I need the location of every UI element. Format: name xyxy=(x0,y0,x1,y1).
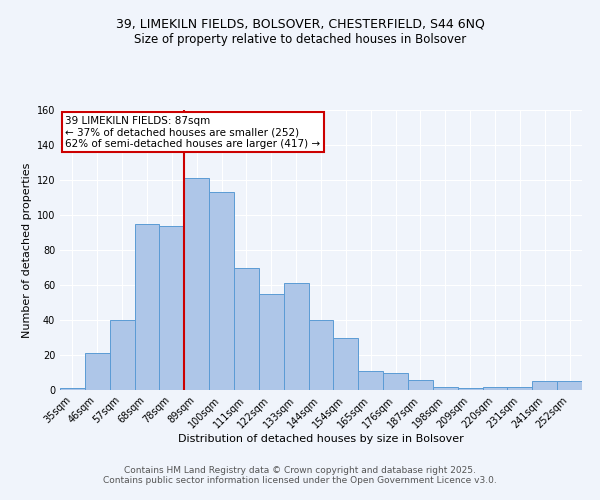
X-axis label: Distribution of detached houses by size in Bolsover: Distribution of detached houses by size … xyxy=(178,434,464,444)
Bar xyxy=(160,226,184,390)
Bar xyxy=(134,224,160,390)
Bar xyxy=(308,320,334,390)
Bar xyxy=(234,268,259,390)
Bar xyxy=(110,320,134,390)
Bar xyxy=(259,294,284,390)
Bar xyxy=(383,372,408,390)
Text: Contains HM Land Registry data © Crown copyright and database right 2025.
Contai: Contains HM Land Registry data © Crown c… xyxy=(103,466,497,485)
Bar xyxy=(557,381,582,390)
Bar xyxy=(508,386,532,390)
Bar xyxy=(209,192,234,390)
Bar xyxy=(184,178,209,390)
Text: Size of property relative to detached houses in Bolsover: Size of property relative to detached ho… xyxy=(134,32,466,46)
Bar xyxy=(334,338,358,390)
Y-axis label: Number of detached properties: Number of detached properties xyxy=(22,162,32,338)
Bar xyxy=(458,388,482,390)
Bar xyxy=(532,381,557,390)
Bar xyxy=(60,388,85,390)
Bar xyxy=(482,386,508,390)
Text: 39, LIMEKILN FIELDS, BOLSOVER, CHESTERFIELD, S44 6NQ: 39, LIMEKILN FIELDS, BOLSOVER, CHESTERFI… xyxy=(116,18,484,30)
Bar xyxy=(358,371,383,390)
Bar xyxy=(284,283,308,390)
Bar xyxy=(85,353,110,390)
Bar xyxy=(433,386,458,390)
Bar xyxy=(408,380,433,390)
Text: 39 LIMEKILN FIELDS: 87sqm
← 37% of detached houses are smaller (252)
62% of semi: 39 LIMEKILN FIELDS: 87sqm ← 37% of detac… xyxy=(65,116,320,149)
